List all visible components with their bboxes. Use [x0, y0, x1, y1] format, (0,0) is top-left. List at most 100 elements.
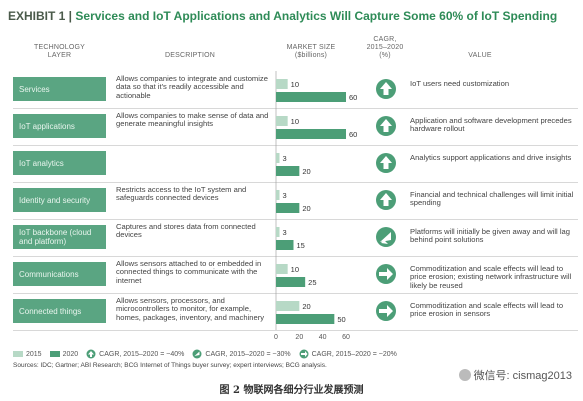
data-label-2020-row-0: 60 [349, 93, 357, 102]
legend-2020: 2020 [49, 350, 79, 358]
bar-2015-row-4 [276, 227, 280, 237]
data-label-2020-row-5: 25 [308, 278, 316, 287]
description-row-4: Captures and stores data from connected … [116, 222, 256, 240]
value-row-0: IoT users need customization [410, 79, 510, 88]
bar-2020-row-6 [276, 314, 335, 324]
header-description: DESCRIPTION [164, 52, 216, 59]
header-layer-line1: TECHNOLOGY [33, 44, 85, 51]
bar-2020-row-3 [276, 203, 300, 213]
description-row-1: Allows companies to make sense of data a… [116, 111, 269, 129]
figure-caption: 图 2 物联网各细分行业发展预测 [219, 385, 364, 396]
data-label-2015-row-6: 20 [302, 302, 310, 311]
data-label-2020-row-2: 20 [302, 167, 310, 176]
header-cagr-line2: 2015–2020 [366, 44, 404, 51]
bar-2015-row-2 [276, 153, 280, 163]
layer-label-row-1: IoT applications [13, 114, 106, 138]
header-cagr-line3: (%) [379, 52, 391, 59]
bar-2015-row-5 [276, 264, 288, 274]
description-row-5: Allows sensors attached to or embedded i… [116, 259, 262, 285]
legend-cagr-high-label: CAGR, 2015–2020 = ~40% [99, 350, 185, 358]
data-label-2015-row-2: 3 [283, 154, 287, 163]
row-divider [13, 145, 578, 146]
data-label-2015-row-1: 10 [291, 117, 299, 126]
cagr-medium-icon [192, 349, 202, 359]
data-label-2015-row-4: 3 [283, 228, 287, 237]
header-market-size: MARKET SIZE ($billions) [276, 44, 346, 60]
row-divider [13, 182, 578, 183]
bar-2020-row-5 [276, 277, 306, 287]
x-tick-label: 0 [274, 334, 278, 341]
bar-2020-row-1 [276, 129, 346, 139]
layer-label-row-5: Communications [13, 262, 106, 286]
sources-note: Sources: IDC; Gartner; ABI Research; BCG… [13, 362, 327, 369]
value-row-1: Application and software development pre… [410, 116, 572, 134]
cagr-high-icon [376, 153, 396, 173]
chart-title: Services and IoT Applications and Analyt… [75, 9, 558, 23]
header-cagr-line1: CAGR, [373, 36, 397, 43]
description-row-3: Restricts access to the IoT system and s… [116, 185, 247, 203]
exhibit-title: EXHIBIT 1 | Services and IoT Application… [8, 9, 557, 23]
cagr-high-icon [376, 190, 396, 210]
legend-2015: 2015 [13, 351, 42, 358]
bar-2015-row-1 [276, 116, 288, 126]
value-row-2: Analytics support applications and drive… [410, 153, 572, 162]
legend-cagr-high: CAGR, 2015–2020 = ~40% [86, 349, 184, 359]
exhibit-label: EXHIBIT 1 | [8, 9, 73, 23]
header-layer-line2: LAYER [47, 52, 72, 59]
layer-label-row-0: Services [13, 77, 106, 101]
legend-cagr-low-label: CAGR, 2015–2020 = ~20% [311, 350, 397, 358]
cagr-low-icon [376, 301, 396, 321]
x-tick-label: 20 [295, 334, 303, 341]
header-cagr: CAGR, 2015–2020 (%) [358, 36, 412, 60]
wechat-id: 微信号: cismag2013 [473, 370, 572, 382]
header-value: VALUE [468, 52, 492, 59]
row-divider [13, 108, 578, 109]
description-row-6: Allows sensors, processors, and microcon… [116, 296, 265, 322]
legend-cagr-medium: CAGR, 2015–2020 = ~30% [192, 349, 291, 359]
legend-2020-swatch [49, 351, 60, 357]
legend: 2015 2020 CAGR, 2015–2020 = ~40% CAGR, 2… [13, 349, 405, 359]
layer-label-row-2: IoT analytics [13, 151, 106, 175]
layer-label-row-4: IoT backbone (cloud and platform) [13, 225, 106, 249]
layer-label-row-6: Connected things [13, 299, 106, 323]
data-label-2020-row-4: 15 [297, 241, 305, 250]
bar-2020-row-2 [276, 166, 300, 176]
bar-2015-row-0 [276, 79, 288, 89]
cagr-low-icon [376, 264, 396, 284]
wechat-watermark: 微信号: cismag2013 [455, 366, 575, 384]
data-label-2020-row-1: 60 [349, 130, 357, 139]
data-label-2020-row-3: 20 [302, 204, 310, 213]
legend-2015-label: 2015 [26, 350, 42, 358]
value-row-4: Platforms will initially be given away a… [410, 227, 570, 245]
data-label-2015-row-5: 10 [291, 265, 299, 274]
description-row-0: Allows companies to integrate and custom… [116, 74, 268, 100]
value-row-5: Commoditization and scale effects will l… [410, 264, 572, 290]
value-row-3: Financial and technical challenges will … [410, 190, 574, 208]
cagr-high-icon [86, 349, 96, 359]
value-row-6: Commoditization and scale effects will l… [410, 301, 564, 319]
x-tick-label: 40 [319, 334, 327, 341]
layer-label-row-3: Identity and security [13, 188, 106, 212]
row-divider [13, 330, 578, 331]
bar-2020-row-0 [276, 92, 346, 102]
row-divider [13, 219, 578, 220]
row-divider [13, 293, 578, 294]
legend-cagr-low: CAGR, 2015–2020 = ~20% [299, 349, 397, 359]
legend-2020-label: 2020 [62, 350, 79, 358]
cagr-high-icon [376, 79, 396, 99]
cagr-medium-icon [376, 227, 396, 247]
data-label-2015-row-3: 3 [283, 191, 287, 200]
data-label-2015-row-0: 10 [291, 80, 299, 89]
cagr-high-icon [376, 116, 396, 136]
data-label-2020-row-6: 50 [337, 315, 345, 324]
bar-2015-row-6 [276, 301, 300, 311]
wechat-icon [458, 369, 471, 381]
title-bar: EXHIBIT 1 | Services and IoT Application… [0, 0, 583, 30]
header-market-line1: MARKET SIZE [286, 44, 336, 51]
bar-2015-row-3 [276, 190, 280, 200]
legend-cagr-medium-label: CAGR, 2015–2020 = ~30% [205, 350, 291, 358]
legend-2015-swatch [13, 351, 23, 357]
row-divider [13, 256, 578, 257]
header-market-line2: ($billions) [294, 52, 328, 59]
